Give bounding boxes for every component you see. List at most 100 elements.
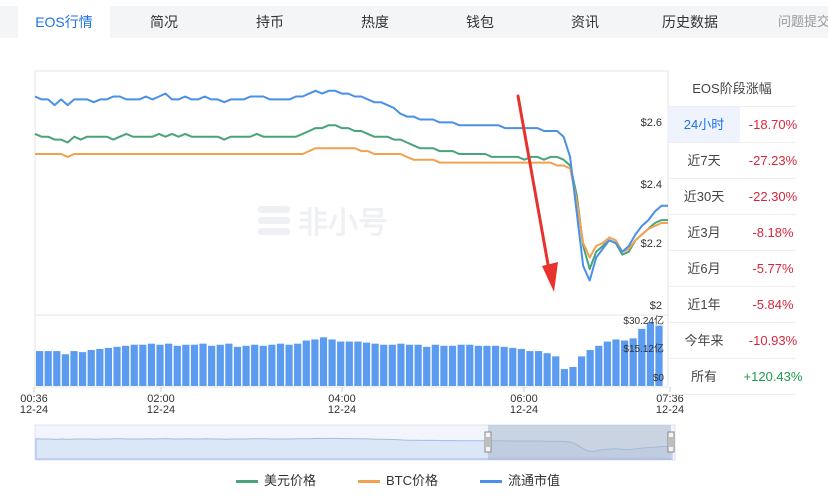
volume-bar bbox=[603, 341, 611, 386]
red-arrow-annotation bbox=[516, 94, 558, 292]
volume-bar bbox=[638, 328, 646, 386]
navigator-handle bbox=[484, 431, 492, 453]
volume-bar bbox=[233, 346, 242, 386]
volume-bar bbox=[36, 351, 44, 386]
stage-row[interactable]: 近30天 -22.30% bbox=[668, 179, 797, 215]
stage-row[interactable]: 近7天 -27.23% bbox=[668, 143, 797, 179]
volume-bar bbox=[122, 345, 130, 386]
stage-period-label: 近6月 bbox=[687, 261, 721, 276]
volume-bar bbox=[173, 345, 181, 386]
volume-bar bbox=[500, 346, 508, 386]
volume-bar bbox=[328, 339, 336, 386]
stage-change-value: -8.18% bbox=[752, 225, 794, 240]
volume-bar bbox=[165, 343, 173, 386]
volume-bar bbox=[182, 344, 190, 386]
tab-overview[interactable]: 简况 bbox=[150, 14, 178, 30]
tab-popularity[interactable]: 热度 bbox=[361, 14, 389, 30]
legend-btc[interactable]: BTC价格 bbox=[358, 472, 438, 490]
volume-bar bbox=[259, 345, 267, 386]
arrow-head bbox=[542, 262, 558, 292]
tab-news[interactable]: 资讯 bbox=[571, 14, 599, 30]
volume-bar bbox=[268, 344, 276, 386]
volume-bar bbox=[388, 344, 396, 386]
volume-bar bbox=[276, 343, 285, 386]
side-panel-title: EOS阶段涨幅 bbox=[668, 71, 796, 107]
volume-bar bbox=[509, 347, 517, 386]
volume-bar bbox=[199, 343, 207, 386]
x-tick-date: 12-24 bbox=[20, 404, 48, 416]
volume-bar bbox=[311, 339, 319, 386]
volume-bar bbox=[53, 351, 61, 386]
stage-period-label: 今年来 bbox=[684, 333, 724, 348]
volume-bar bbox=[87, 350, 95, 386]
navigator-handle bbox=[667, 431, 675, 453]
tab-holdings[interactable]: 持币 bbox=[256, 14, 284, 30]
volume-bar bbox=[560, 369, 568, 386]
legend-usd[interactable]: 美元价格 bbox=[236, 472, 316, 490]
volume-bar bbox=[543, 353, 551, 386]
volume-bar bbox=[552, 356, 560, 386]
stage-change-value: -10.93% bbox=[748, 333, 798, 348]
stage-change-value: -5.84% bbox=[752, 297, 794, 312]
x-tick-time: 06:00 bbox=[510, 393, 538, 405]
volume-bar bbox=[526, 351, 534, 386]
volume-bar bbox=[79, 352, 87, 386]
tab-eos-market[interactable]: EOS行情 bbox=[18, 6, 110, 38]
range-navigator[interactable] bbox=[34, 424, 676, 461]
navigator-selection bbox=[488, 425, 671, 460]
volume-bar bbox=[190, 344, 199, 386]
volume-bar bbox=[466, 344, 474, 386]
series-lines bbox=[34, 89, 668, 282]
watermark-bar bbox=[258, 217, 290, 224]
volume-bar bbox=[104, 347, 113, 386]
tab-bar: EOS行情 简况 持币 热度 钱包 资讯 历史数据 问题提交 bbox=[0, 6, 828, 38]
x-tick-date: 12-24 bbox=[328, 404, 356, 416]
volume-bar bbox=[586, 350, 594, 386]
y-tick-label: $2.6 bbox=[641, 117, 662, 129]
stage-period-label: 近30天 bbox=[683, 189, 725, 204]
market-cap-line bbox=[34, 89, 668, 282]
stage-change-value: -18.70% bbox=[748, 117, 798, 132]
axis-labels: $2.6$2.4$2.2$2$30.24亿$15.12亿$000:3612-24… bbox=[20, 117, 684, 416]
watermark: 非小号 bbox=[258, 206, 388, 240]
volume-bar bbox=[302, 340, 310, 386]
stage-row[interactable]: 24小时 -18.70% bbox=[668, 107, 797, 143]
volume-bar bbox=[294, 343, 302, 386]
tab-wallet[interactable]: 钱包 bbox=[466, 14, 494, 30]
volume-bar bbox=[70, 351, 78, 386]
stage-row[interactable]: 近3月 -8.18% bbox=[668, 215, 796, 251]
volume-bar bbox=[156, 344, 164, 386]
volume-bar bbox=[147, 343, 156, 386]
volume-bar bbox=[337, 341, 345, 386]
volume-bar bbox=[225, 343, 233, 386]
x-tick-time: 02:00 bbox=[147, 393, 175, 405]
btc-price-line bbox=[35, 147, 668, 259]
volume-bar bbox=[577, 356, 586, 386]
volume-bar bbox=[96, 348, 104, 386]
stage-period-label: 近3月 bbox=[687, 225, 721, 240]
stage-change-value: -5.77% bbox=[752, 261, 794, 276]
stage-row[interactable]: 今年来 -10.93% bbox=[668, 323, 797, 359]
x-tick-date: 12-24 bbox=[147, 404, 175, 416]
volume-bar bbox=[61, 354, 70, 386]
watermark-bar bbox=[258, 206, 290, 213]
legend: 美元价格 BTC价格 流通市值 bbox=[0, 472, 828, 490]
legend-cap[interactable]: 流通市值 bbox=[480, 472, 560, 490]
x-tick-time: 00:36 bbox=[20, 393, 48, 405]
chart-frame bbox=[34, 70, 669, 388]
stage-row[interactable]: 近1年 -5.84% bbox=[668, 287, 796, 323]
stage-row[interactable]: 所有 +120.43% bbox=[668, 359, 802, 395]
volume-bar bbox=[646, 322, 654, 386]
tab-feedback[interactable]: 问题提交 bbox=[778, 14, 828, 29]
volume-bar bbox=[423, 346, 431, 386]
volume-bar bbox=[319, 337, 328, 386]
stage-period-label: 近7天 bbox=[687, 153, 721, 168]
usd-price-line bbox=[34, 124, 668, 270]
volume-bar bbox=[405, 344, 414, 386]
stage-row[interactable]: 近6月 -5.77% bbox=[668, 251, 796, 287]
tab-history[interactable]: 历史数据 bbox=[662, 14, 718, 30]
stage-change-panel: EOS阶段涨幅 24小时 -18.70% 近7天 -27.23% 近30天 -22.30%… bbox=[668, 71, 802, 395]
volume-bar bbox=[612, 339, 620, 386]
stage-change-value: -22.30% bbox=[748, 189, 798, 204]
